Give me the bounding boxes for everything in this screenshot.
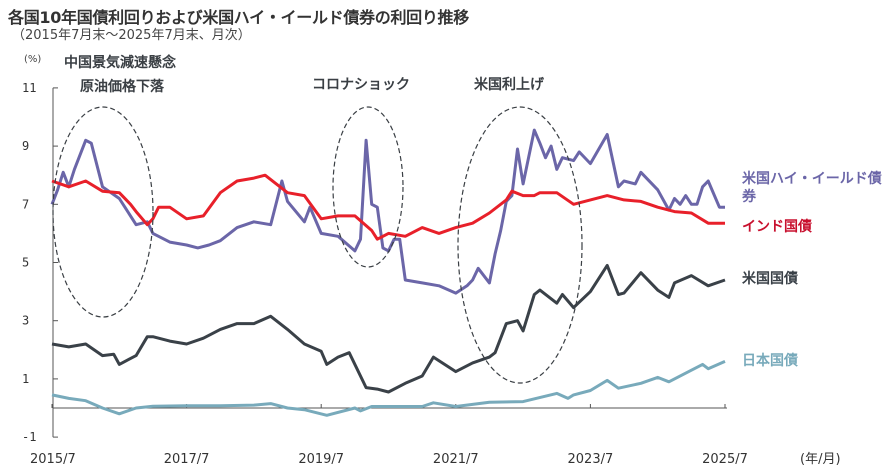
x-tick-label: 2017/7 — [164, 452, 210, 467]
annotation-covid-shock: コロナショック — [312, 77, 410, 93]
y-tick-label: -1 — [22, 430, 36, 444]
y-tick-label: 11 — [22, 81, 36, 95]
x-axis-unit: (年/月) — [800, 452, 841, 467]
y-tick-label: 5 — [22, 256, 29, 270]
x-tick-label: 2025/7 — [702, 452, 748, 467]
y-tick-label: 3 — [22, 314, 29, 328]
annotation-china-slowdown: 中国景気減速懸念 — [64, 55, 176, 71]
y-axis-unit: (%) — [24, 54, 42, 65]
annotation-ellipse-0 — [52, 106, 154, 318]
annotation-oil-price-fall: 原油価格下落 — [80, 79, 164, 95]
chart-title: 各国10年国債利回りおよび米国ハイ・イールド債券の利回り推移 — [8, 8, 469, 27]
series-line-2 — [51, 263, 726, 394]
annotation-ellipse-2 — [457, 106, 583, 384]
x-tick-label: 2015/7 — [30, 452, 76, 467]
legend-us-high-yield: 米国ハイ・イールド債券 — [742, 171, 882, 205]
series-line-3 — [51, 360, 726, 417]
legend-japan: 日本国債 — [742, 353, 798, 369]
y-tick-label: 7 — [22, 197, 29, 211]
x-tick-label: 2023/7 — [568, 452, 614, 467]
legend-india: インド国債 — [742, 219, 812, 235]
y-tick-label: 1 — [22, 372, 29, 386]
series-line-0 — [50, 128, 725, 295]
chart-subtitle: （2015年7月末～2025年7月末、月次） — [12, 28, 251, 43]
y-tick-label: 9 — [22, 139, 29, 153]
x-tick-label: 2021/7 — [433, 452, 479, 467]
series-line-1 — [51, 173, 725, 241]
x-tick-label: 2019/7 — [298, 452, 344, 467]
annotation-us-rate-hike: 米国利上げ — [474, 77, 544, 93]
annotation-ellipse-1 — [332, 106, 404, 268]
legend-us-treasury: 米国国債 — [742, 271, 798, 287]
